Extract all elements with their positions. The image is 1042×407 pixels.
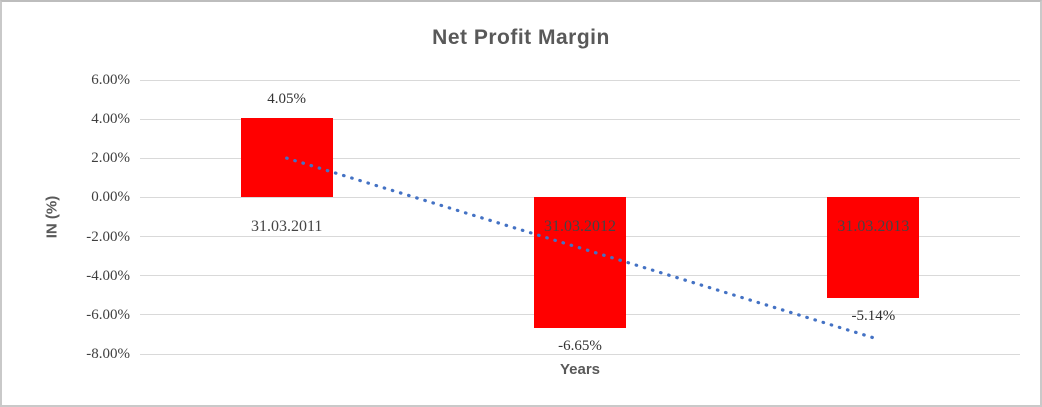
bar-data-label: 4.05% [267,91,307,108]
y-tick-label: -2.00% [86,228,130,245]
bar-data-label: -6.65% [558,337,602,354]
gridline [140,79,1020,81]
y-tick-label: 6.00% [91,72,130,88]
y-tick-label: -6.00% [86,306,130,323]
bar-31.03.2012 [534,197,626,328]
bar-31.03.2013 [827,197,920,299]
category-axis-label: 31.03.2011 [250,218,323,236]
gridline [140,353,1020,355]
gridline [140,118,1020,120]
y-tick-label: 0.00% [91,189,130,206]
category-axis-label: 31.03.2013 [837,218,910,236]
category-axis-label: 31.03.2012 [544,218,616,236]
y-tick-label: -4.00% [86,267,130,284]
bar-data-label: -5.14% [851,308,896,325]
bar-31.03.2011 [240,118,333,198]
x-axis-title: Years [559,361,601,378]
chart-title: Net Profit Margin [432,26,610,49]
y-tick-label: 2.00% [91,150,130,167]
y-tick-label: 4.00% [91,111,130,128]
y-tick-label: -8.00% [86,346,130,362]
